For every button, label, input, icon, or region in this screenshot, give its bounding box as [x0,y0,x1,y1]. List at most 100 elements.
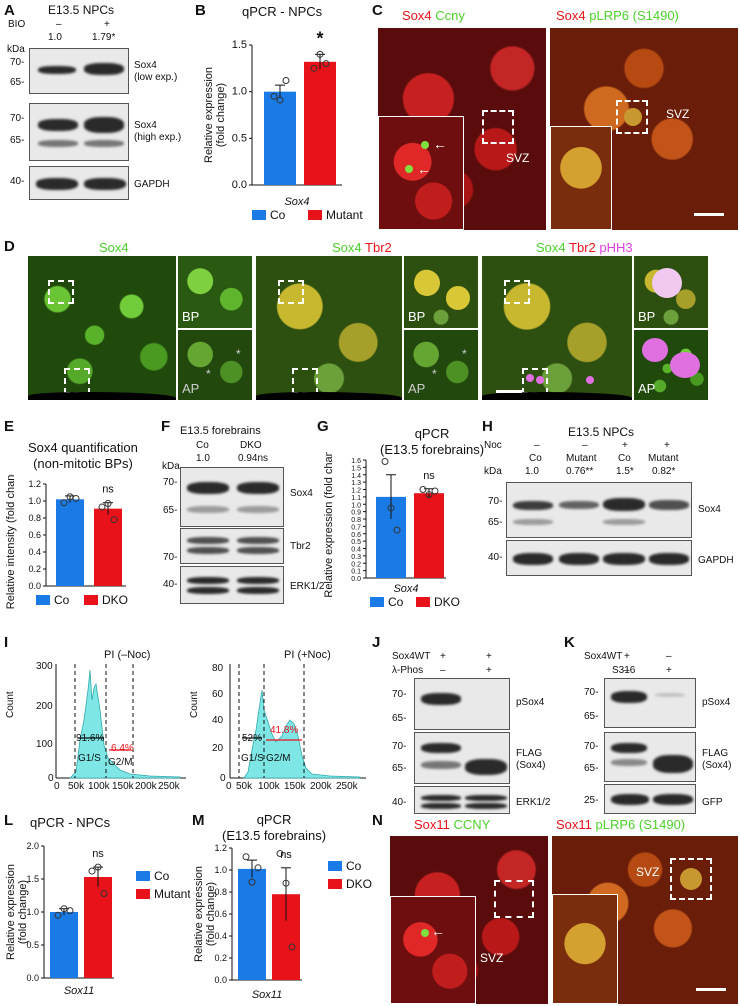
y-tick-label: 0.0 [28,581,41,591]
y-tick-label: 0.6 [351,532,361,539]
legend-swatch [370,597,384,607]
marker-65b: 65- [10,135,25,146]
y-axis-label: Relative expression (fold change) [5,864,29,960]
roi-box-n [494,880,534,918]
xtick-r-200k: 200k [310,781,332,792]
y-tick-label: 1.5 [26,874,39,884]
y-tick-label: 1.6 [351,458,361,465]
arrow-icon-2: ← [417,161,431,177]
j-sign-2-2: + [486,665,492,676]
ap-label-3: AP [638,381,656,396]
significance-label: ns [280,849,292,861]
star-mark: * [206,367,211,381]
marker-j-70: 70- [392,689,407,700]
label-ccny: Ccny [435,8,465,23]
marker-40: 40- [10,176,25,187]
data-point [282,879,290,887]
blot-gapdh [29,166,129,200]
inset-zoom-n2 [552,894,618,1004]
k-sign-1-1: + [624,651,630,662]
marker-f-70: 70- [163,477,178,488]
h-ratio-2: 0.76** [566,466,594,477]
star-mark-4: * [462,347,467,361]
xtick-50k: 50k [68,781,85,792]
y-tick-label: 0.6 [28,530,41,540]
data-point [248,878,256,886]
y-tick-label: 0.2 [351,561,361,568]
xtick-r-50k: 50k [236,781,253,792]
data-point [316,50,324,58]
label-phh3-d3: pHH3 [599,240,633,255]
chart-b: 0.0 0.5 1.0 1.5 * Relative expression (fold ch… [203,28,363,222]
marker-j-65: 65- [392,713,407,724]
inset-zoom: ← ← [378,116,464,230]
x-axis-label: Sox4 [284,196,309,208]
bar-co [50,912,78,978]
y-axis-label: Relative expression (fold change) [203,67,227,163]
marker-j-70b: 70- [392,741,407,752]
data-point [393,526,401,534]
pct-g1s-right: 52% [242,733,263,744]
micrograph-sox11-plrp6: SVZ [552,836,738,1004]
legend-label: Co [346,859,362,873]
y-tick-label: 0.0 [26,973,39,983]
y-axis-label-line: Relative expression [203,67,215,163]
data-point [88,867,96,875]
bp-label-3: BP [638,309,656,324]
blot-h-gapdh [506,540,692,576]
y-tick-label: 0.0 [232,179,247,191]
ratio-2: 1.79* [92,32,116,43]
ratio-dko: 0.94ns [238,453,269,464]
panel-letter-n: N [372,812,383,829]
h-group-3: Co [618,453,631,464]
y-tick-label: 0.4 [351,547,361,554]
panel-letter-l: L [4,812,14,829]
bio-label: BIO [8,19,26,30]
micrograph-d3-merge [482,256,632,400]
h-group-1: Co [529,453,542,464]
svz-label: SVZ [506,151,530,165]
marker-h-65: 65- [488,517,503,528]
xtick-r-0: 0 [226,781,232,792]
data-point [100,890,108,898]
h-ratio-4: 0.82* [652,466,676,477]
legend-label: DKO [346,877,372,891]
roi-box-n2 [670,858,712,900]
y-axis-label: Relative expression (fold change) [323,452,335,598]
phase-g2m-right: G2/M [266,753,291,764]
legend-swatch [36,595,50,605]
inset-zoom-n: ← [390,896,476,1004]
panel-letter-e: E [4,418,15,435]
marker-h-40: 40- [488,552,503,563]
y-tick-label: 0.5 [26,940,39,950]
bio-sign-2: + [104,19,110,30]
panel-e-title: Sox4 quantification (non-mitotic BPs) [28,440,138,472]
ytick-100: 100 [36,739,53,750]
y-tick-label: 1.0 [26,907,39,917]
marker-h-70: 70- [488,496,503,507]
panel-d-title-3: Sox4 Tbr2 pHH3 [536,241,633,254]
chart-m: 0.0 0.2 0.4 0.6 0.8 1.0 1.2 ns Relative expressi… [193,843,372,1001]
data-point [60,905,68,913]
legend-swatch [84,595,98,605]
bar-mutant [84,877,112,978]
data-point [66,907,74,915]
legend-swatch [252,210,266,220]
y-tick-label: 1.3 [351,480,361,487]
h-ratio-1: 1.0 [525,466,539,477]
panel-letter-c: C [372,2,383,19]
marker-70: 70- [10,57,25,68]
blot-label-h-sox4: Sox4 [698,504,721,515]
y-tick-label: 0.2 [214,953,227,963]
blot-label-k-psox4: pSox4 [702,697,731,708]
data-point [94,863,102,871]
panel-d-title-2: Sox4 Tbr2 [332,241,392,254]
ytick-200: 200 [36,701,53,712]
panel-a-title: E13.5 NPCs [48,3,115,17]
y-tick-label: 1.2 [214,843,227,853]
panel-letter-j: J [372,634,381,651]
kda-label-h: kDa [484,466,502,477]
blot-label-j-psox4: pSox4 [516,697,545,708]
marker-k-70b: 70- [584,741,599,752]
y-tick-label: 0.8 [28,513,41,523]
